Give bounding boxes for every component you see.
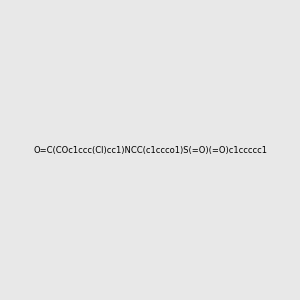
Text: O=C(COc1ccc(Cl)cc1)NCC(c1ccco1)S(=O)(=O)c1ccccc1: O=C(COc1ccc(Cl)cc1)NCC(c1ccco1)S(=O)(=O)… bbox=[33, 146, 267, 154]
